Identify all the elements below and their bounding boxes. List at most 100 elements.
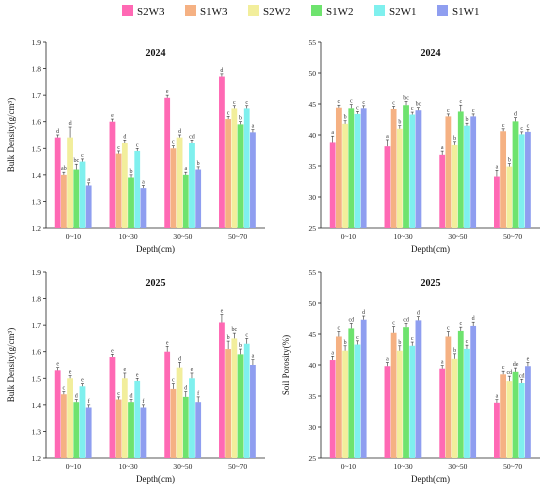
significance-label: a [386,134,389,140]
bar [237,124,244,228]
x-tick-label: 30~50 [448,462,467,471]
significance-label: e [191,367,194,373]
significance-label: d [220,68,223,74]
significance-label: c [356,105,359,111]
bar [182,174,189,228]
significance-label: de [513,362,519,368]
bar [189,142,195,228]
x-axis-label: Depth(cm) [411,244,450,254]
significance-label: c [459,99,462,105]
bar [390,332,397,458]
bar [342,123,348,228]
significance-label: c [172,140,175,146]
significance-label: c [136,142,139,148]
x-tick-label: 10~30 [394,462,413,471]
significance-label: e [81,378,84,384]
y-tick-label: 1.9 [32,268,42,277]
bar [525,366,531,458]
x-axis-label: Depth(cm) [411,474,450,484]
chart-title: 2024 [421,48,441,59]
y-tick-label: 1.8 [32,295,42,304]
bar [342,350,348,458]
chart-title: 2025 [146,278,166,289]
bar [134,150,141,228]
bar [79,386,86,458]
significance-label: c [245,332,248,338]
significance-label: cd [403,317,409,323]
bar [494,402,500,458]
significance-label: c [350,99,353,105]
y-tick-label: 35 [309,392,317,401]
significance-label: c [502,365,505,371]
bar [518,134,525,228]
bar [403,105,409,228]
significance-label: b [465,117,468,123]
significance-label: c [117,391,120,397]
legend-swatch [437,5,448,16]
significance-label: e [111,348,114,354]
y-tick-label: 1.3 [32,427,42,436]
legend-label: S1W1 [452,6,480,18]
y-tick-label: 40 [309,131,317,140]
y-tick-label: 50 [309,69,317,78]
bar [195,402,202,458]
x-tick-label: 10~30 [119,462,138,471]
significance-label: f [88,398,90,405]
bar [176,137,183,228]
bar [500,131,507,228]
significance-label: b [130,169,133,175]
bar [115,399,122,458]
x-axis-label: Depth(cm) [136,244,175,254]
x-tick-label: 30~50 [173,232,192,241]
significance-label: c [466,339,469,345]
legend-swatch [311,5,322,16]
significance-label: e [166,340,169,346]
significance-label: a [87,177,90,183]
significance-label: c [338,99,341,105]
significance-label: bc [416,102,422,108]
legend-label: S2W2 [263,6,291,18]
x-tick-label: 10~30 [119,232,138,241]
x-tick-label: 50~70 [228,462,247,471]
bar [354,344,361,458]
significance-label: a [441,145,444,151]
significance-label: c [459,321,462,327]
legend-swatch [185,5,196,16]
bar [225,119,232,228]
bar [243,108,250,228]
x-tick-label: 30~50 [173,462,192,471]
chart-title: 2025 [421,278,441,289]
significance-label: b [197,161,200,167]
x-tick-label: 50~70 [503,462,522,471]
bar [409,114,416,228]
bar [67,137,73,228]
x-tick-label: 50~70 [228,232,247,241]
legend-swatch [374,5,385,16]
significance-label: cd [189,134,195,140]
significance-label: a [331,350,334,356]
bar [354,113,361,228]
significance-label: b [344,340,347,346]
bar [451,144,458,228]
chart-bulk-density-2025: 1.2 1.3 1.4 1.5 1.6 1.7 1.8 1.9 2025 Depth(cm) Bul… [6,268,265,484]
bar [219,76,225,228]
bar [348,328,355,458]
significance-label: e [166,89,169,95]
chart-soil-porosity-2025: 25 30 35 40 45 50 55 2025 Depth(cm) Soil Porosity… [281,268,540,484]
bar [415,320,422,458]
bar [525,131,531,228]
bar [390,108,397,228]
significance-label: b [508,158,511,164]
significance-label: cd [348,317,354,323]
y-tick-label: 1.6 [32,118,42,127]
significance-label: d [69,121,72,127]
significance-label: d [130,394,133,400]
bar [384,366,391,458]
bar [54,137,61,228]
bar [128,402,134,458]
y-tick-label: 25 [309,224,317,233]
y-tick-label: 1.9 [32,38,42,47]
bar [445,116,452,228]
bar [134,380,141,458]
significance-label: b [398,340,401,346]
